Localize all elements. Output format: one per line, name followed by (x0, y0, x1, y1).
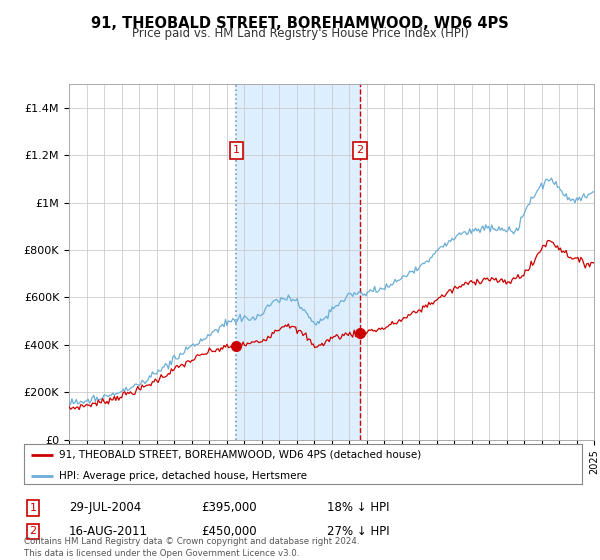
Text: Price paid vs. HM Land Registry's House Price Index (HPI): Price paid vs. HM Land Registry's House … (131, 27, 469, 40)
Text: 2: 2 (356, 146, 364, 155)
Text: 1: 1 (233, 146, 240, 155)
Text: Contains HM Land Registry data © Crown copyright and database right 2024.
This d: Contains HM Land Registry data © Crown c… (24, 537, 359, 558)
Bar (236, 84, 360, 440)
Text: 27% ↓ HPI: 27% ↓ HPI (327, 525, 389, 538)
Text: £395,000: £395,000 (201, 501, 257, 515)
Text: 91, THEOBALD STREET, BOREHAMWOOD, WD6 4PS: 91, THEOBALD STREET, BOREHAMWOOD, WD6 4P… (91, 16, 509, 31)
Text: £450,000: £450,000 (201, 525, 257, 538)
Text: 18% ↓ HPI: 18% ↓ HPI (327, 501, 389, 515)
Text: 29-JUL-2004: 29-JUL-2004 (69, 501, 141, 515)
Text: 91, THEOBALD STREET, BOREHAMWOOD, WD6 4PS (detached house): 91, THEOBALD STREET, BOREHAMWOOD, WD6 4P… (59, 450, 421, 460)
Text: 2: 2 (29, 526, 37, 536)
Text: HPI: Average price, detached house, Hertsmere: HPI: Average price, detached house, Hert… (59, 470, 307, 480)
Text: 1: 1 (29, 503, 37, 513)
Text: 16-AUG-2011: 16-AUG-2011 (69, 525, 148, 538)
